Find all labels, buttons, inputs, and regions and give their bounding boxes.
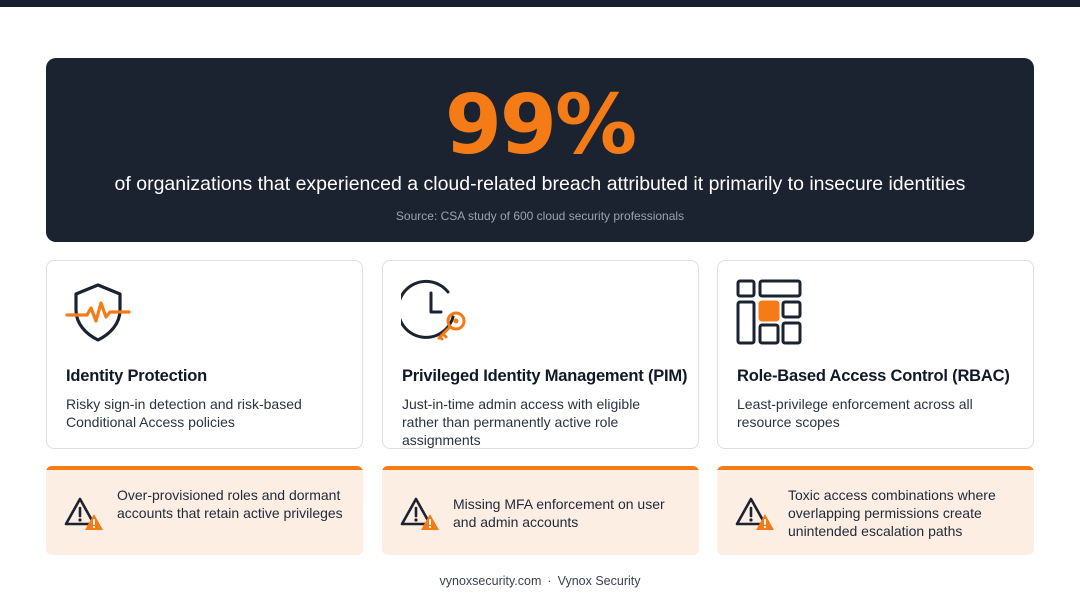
risk-text: Toxic access combinations where overlapp… bbox=[788, 487, 996, 539]
risk-text: Over-provisioned roles and dormant accou… bbox=[117, 487, 343, 521]
card-identity-protection: Identity Protection Risky sign-in detect… bbox=[46, 260, 363, 449]
warning-icon bbox=[400, 496, 440, 532]
risk-callout: Toxic access combinations where overlapp… bbox=[717, 466, 1034, 555]
risk-text: Missing MFA enforcement on user and admi… bbox=[453, 496, 665, 530]
warning-icon bbox=[735, 496, 775, 532]
card-rbac: Role-Based Access Control (RBAC) Least-p… bbox=[717, 260, 1034, 449]
card-title: Privileged Identity Management (PIM) bbox=[402, 367, 688, 385]
risk-callout: Missing MFA enforcement on user and admi… bbox=[382, 466, 699, 555]
clock-key-icon bbox=[401, 279, 467, 345]
footer-separator: · bbox=[547, 574, 552, 588]
footer-site-link[interactable]: vynoxsecurity.com bbox=[439, 574, 542, 588]
card-description: Least-privilege enforcement across all r… bbox=[737, 396, 973, 430]
top-bar bbox=[0, 0, 1080, 7]
card-description: Risky sign-in detection and risk-based C… bbox=[66, 396, 302, 430]
warning-icon bbox=[64, 496, 104, 532]
hero-stat-panel: 99% of organizations that experienced a … bbox=[46, 58, 1034, 242]
hero-headline: of organizations that experienced a clou… bbox=[114, 173, 966, 195]
shield-pulse-icon bbox=[65, 279, 131, 345]
footer: vynoxsecurity.com · Vynox Security bbox=[0, 573, 1080, 589]
risk-callout: Over-provisioned roles and dormant accou… bbox=[46, 466, 363, 555]
footer-company: Vynox Security bbox=[557, 574, 641, 588]
card-title: Identity Protection bbox=[66, 367, 208, 385]
hero-source: Source: CSA study of 600 cloud security … bbox=[395, 209, 685, 223]
card-pim: Privileged Identity Management (PIM) Jus… bbox=[382, 260, 699, 449]
grid-layout-icon bbox=[736, 279, 802, 345]
hero-stat-value: 99% bbox=[444, 78, 637, 173]
card-title: Role-Based Access Control (RBAC) bbox=[737, 367, 1010, 385]
card-description: Just-in-time admin access with eligible … bbox=[402, 396, 641, 448]
